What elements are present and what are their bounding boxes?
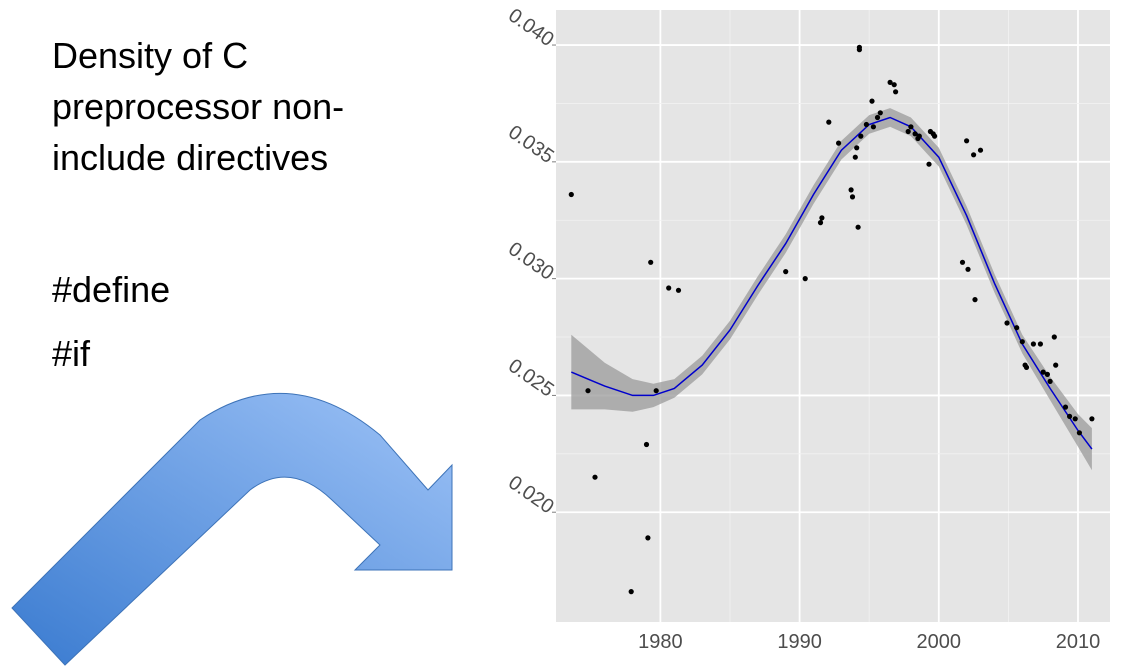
data-point [858, 133, 864, 139]
data-point [1089, 416, 1095, 422]
slide-title: Density of C preprocessor non- include d… [52, 30, 452, 183]
data-point [977, 147, 984, 153]
y-tick-label: 0.030 [504, 238, 558, 285]
data-point [926, 161, 932, 167]
y-tick-label: 0.020 [504, 472, 558, 519]
data-point [959, 259, 966, 265]
data-point [817, 220, 824, 226]
data-point [628, 589, 634, 595]
data-point [826, 119, 832, 125]
data-point [836, 140, 842, 146]
data-point [912, 131, 918, 137]
data-point [1030, 341, 1036, 347]
data-point [932, 133, 938, 139]
data-point [653, 388, 659, 394]
data-point [1053, 362, 1059, 368]
grid-lines [556, 10, 1110, 622]
x-axis-ticks: 1980 1990 2000 2010 [638, 631, 1100, 653]
data-point [1037, 341, 1043, 347]
data-point [802, 276, 808, 282]
data-point [891, 82, 897, 88]
data-point [972, 297, 978, 303]
data-point [848, 187, 854, 193]
data-point [1023, 364, 1030, 370]
directive-define: #define [52, 269, 171, 310]
x-tick-label: 1980 [638, 631, 683, 653]
data-point [893, 89, 899, 95]
slide-title-line: preprocessor non- [52, 86, 345, 127]
data-point [1014, 325, 1020, 331]
data-point [874, 114, 881, 121]
data-point [1004, 320, 1010, 326]
data-point [675, 287, 682, 293]
y-tick-label: 0.040 [504, 4, 558, 51]
data-point [1019, 339, 1025, 345]
data-point [869, 98, 875, 104]
data-point [870, 124, 877, 130]
data-point [819, 215, 825, 221]
x-tick-label: 2010 [1056, 631, 1101, 653]
data-point [592, 474, 598, 480]
data-points [568, 44, 1095, 595]
data-point [887, 79, 893, 85]
y-axis-ticks: 0.020 0.025 0.030 0.035 0.040 [504, 4, 558, 518]
y-tick-label: 0.025 [504, 355, 558, 402]
data-point [971, 152, 977, 158]
x-tick-label: 2000 [917, 631, 962, 653]
data-point [1040, 369, 1046, 375]
data-point [849, 194, 856, 200]
data-point [1072, 416, 1078, 422]
data-point [1062, 404, 1069, 410]
data-point [1051, 334, 1057, 340]
smooth-fit-line [571, 116, 1093, 450]
data-point [643, 441, 650, 448]
slide-title-line: Density of C [52, 35, 249, 76]
data-point [1047, 378, 1053, 384]
data-point [964, 138, 970, 144]
data-point [916, 133, 922, 139]
data-point [648, 259, 654, 265]
data-point [863, 121, 870, 128]
confidence-ribbon [571, 108, 1092, 471]
data-point [666, 285, 672, 291]
plot-panel [556, 10, 1110, 622]
slide-title-line: include directives [52, 137, 329, 178]
x-tick-label: 1990 [777, 631, 822, 653]
data-point [1044, 371, 1050, 377]
data-point [852, 154, 858, 160]
data-point [783, 269, 789, 275]
data-point [585, 388, 591, 394]
data-point [855, 224, 861, 230]
data-point [856, 47, 863, 53]
data-point [877, 110, 883, 116]
data-point [1067, 413, 1073, 419]
data-point [905, 128, 911, 135]
data-point [568, 191, 574, 198]
data-point [908, 124, 914, 130]
data-point [1076, 430, 1082, 436]
confidence-band [571, 108, 1092, 471]
data-point [965, 266, 971, 272]
smooth-line [571, 116, 1093, 450]
directive-if: #if [52, 333, 91, 374]
data-point [854, 145, 860, 151]
data-point [645, 535, 651, 541]
y-tick-label: 0.035 [504, 121, 558, 168]
curved-arrow-icon [11, 392, 453, 666]
